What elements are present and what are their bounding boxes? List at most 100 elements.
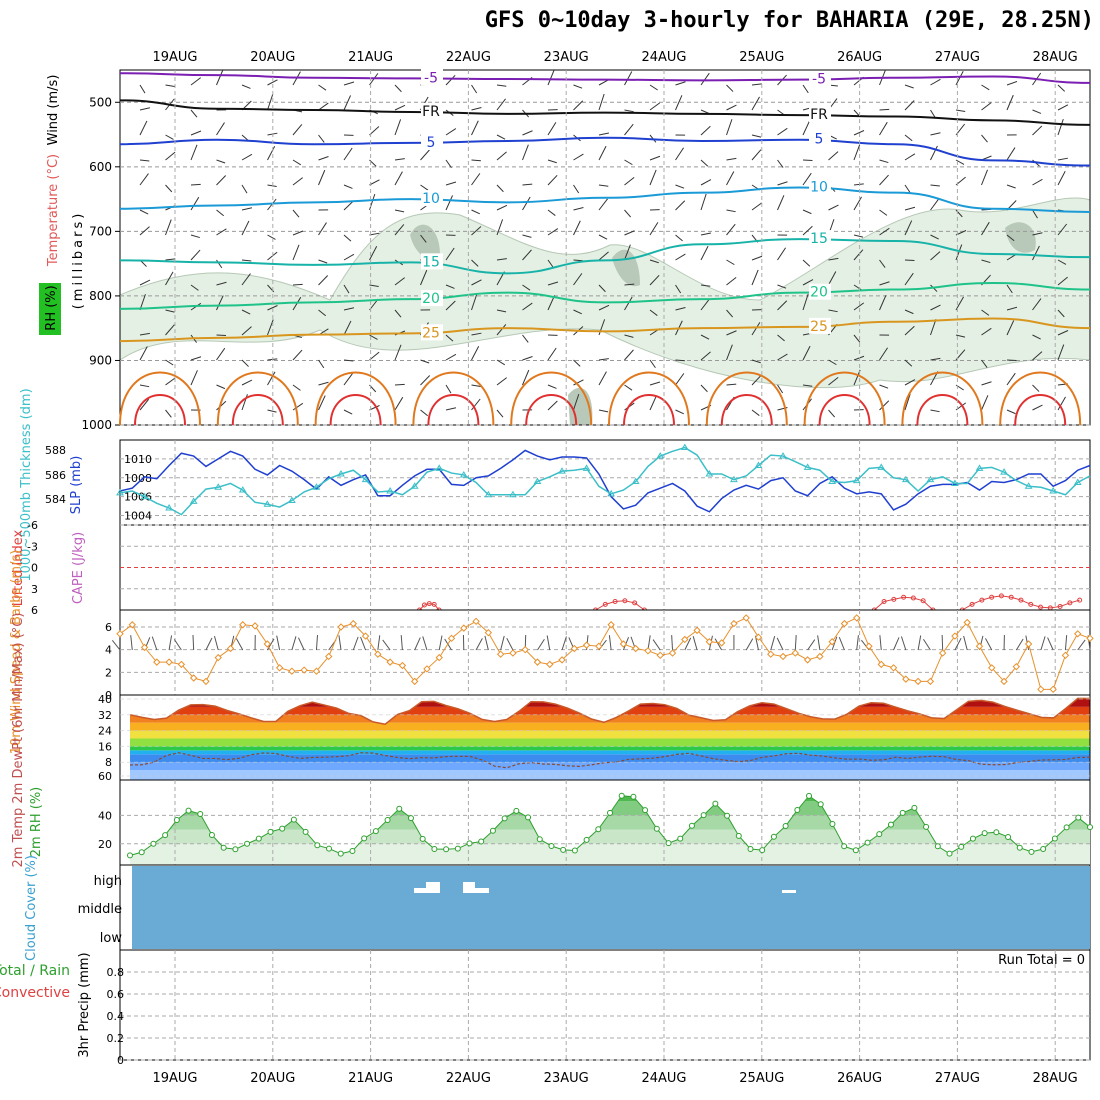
wind-barb xyxy=(675,373,685,386)
wind-barb xyxy=(904,359,913,367)
y-tick-label: -6 xyxy=(27,519,38,532)
data-point xyxy=(570,644,579,653)
wind-barb xyxy=(241,153,253,161)
wind-barb xyxy=(292,230,304,236)
wind-barb xyxy=(1006,284,1013,294)
wind-barb xyxy=(777,300,788,311)
wind-barb xyxy=(649,381,661,386)
wind-barb xyxy=(981,309,990,316)
wind-barb xyxy=(266,638,275,651)
wind-barb xyxy=(1032,232,1043,236)
wind-barb xyxy=(291,636,297,651)
wind-barb xyxy=(802,384,813,387)
wind-barb xyxy=(547,259,554,269)
data-point xyxy=(730,619,738,628)
wind-barb xyxy=(216,400,227,411)
wind-barb xyxy=(216,259,223,269)
y-tick-label: high xyxy=(94,874,122,889)
wind-barb xyxy=(624,159,633,166)
wind-barb xyxy=(547,174,558,186)
data-point xyxy=(653,825,660,832)
data-point xyxy=(618,792,625,799)
wind-barb xyxy=(598,198,608,211)
y-tick-label: 40 xyxy=(98,693,112,706)
data-point xyxy=(489,827,496,834)
data-point xyxy=(423,665,431,673)
data-point xyxy=(1049,685,1057,694)
wind-barb xyxy=(853,234,864,238)
data-point xyxy=(975,642,984,650)
data-point xyxy=(165,504,173,511)
wind-barb xyxy=(930,319,937,336)
data-point xyxy=(717,639,726,647)
wind-barb xyxy=(652,639,661,651)
cloud-label: Cloud Cover (%) xyxy=(24,855,39,961)
data-point xyxy=(454,845,461,852)
data-point xyxy=(300,666,308,674)
data-point xyxy=(910,595,916,601)
wind-barb xyxy=(700,125,711,136)
wind-barb xyxy=(496,359,506,366)
wind-barb xyxy=(879,121,888,136)
wind-barb xyxy=(838,636,845,651)
wind-barb xyxy=(726,157,737,161)
wind-barb xyxy=(522,249,532,261)
y-tick-label: 0 xyxy=(31,562,38,575)
wind-barb xyxy=(139,107,151,111)
temp-label: 2m Temp 2m DewPt (6hr Min/Max) (°C) xyxy=(11,613,26,868)
rh-label: 2m RH (%) xyxy=(29,787,44,858)
wind-barb xyxy=(1057,171,1066,186)
wind-barb xyxy=(547,400,558,411)
wind-barb xyxy=(900,636,907,651)
y-tick-label: 800 xyxy=(89,289,112,303)
data-point xyxy=(361,475,370,483)
wind-barb xyxy=(496,258,507,261)
wind-barb xyxy=(624,334,634,338)
data-point xyxy=(128,621,136,629)
wind-barb xyxy=(445,407,457,411)
precip-ylabel: 3hr Precip (mm) xyxy=(77,952,92,1057)
series-line xyxy=(129,697,1091,726)
wind-barb xyxy=(981,359,988,368)
data-point xyxy=(116,630,124,638)
wind-barb xyxy=(807,639,816,651)
wind-barb xyxy=(853,334,861,343)
wind-barb xyxy=(751,359,761,364)
wind-barb xyxy=(726,171,735,186)
wind-barb xyxy=(930,145,938,161)
wind-barb xyxy=(573,393,580,411)
contour-label: 25 xyxy=(810,319,828,335)
lifted-index-line xyxy=(873,596,934,611)
wind-barb xyxy=(471,106,482,111)
rh-label: RH (%) xyxy=(44,285,59,330)
data-point xyxy=(349,619,357,628)
wind-barb xyxy=(726,209,736,213)
y-axis-label: (millibars) xyxy=(71,211,86,310)
wind-barb xyxy=(828,309,838,313)
wind-barb xyxy=(1057,344,1065,361)
data-point xyxy=(398,661,407,670)
data-point xyxy=(806,792,813,799)
wind-barb xyxy=(318,275,329,286)
date-label-bottom: 26AUG xyxy=(837,1071,882,1086)
wind-barb xyxy=(893,637,900,651)
data-point xyxy=(419,835,426,842)
data-point xyxy=(828,638,836,646)
data-point xyxy=(632,600,638,606)
contour-label-bg xyxy=(421,324,443,341)
data-point xyxy=(426,601,432,607)
wind-barb xyxy=(624,71,633,86)
wind-barb xyxy=(700,298,710,311)
data-point xyxy=(472,617,480,626)
wind-barb xyxy=(726,309,734,318)
wind-barb xyxy=(561,636,567,651)
wind-barb xyxy=(573,259,583,262)
wind-barb xyxy=(522,144,529,161)
panel-frame xyxy=(119,439,1091,526)
contour-label: -5 xyxy=(812,72,826,88)
wind-barb xyxy=(445,181,457,186)
wind-barb xyxy=(598,319,606,336)
wind-barb xyxy=(267,146,276,161)
wind-barb xyxy=(777,127,788,136)
